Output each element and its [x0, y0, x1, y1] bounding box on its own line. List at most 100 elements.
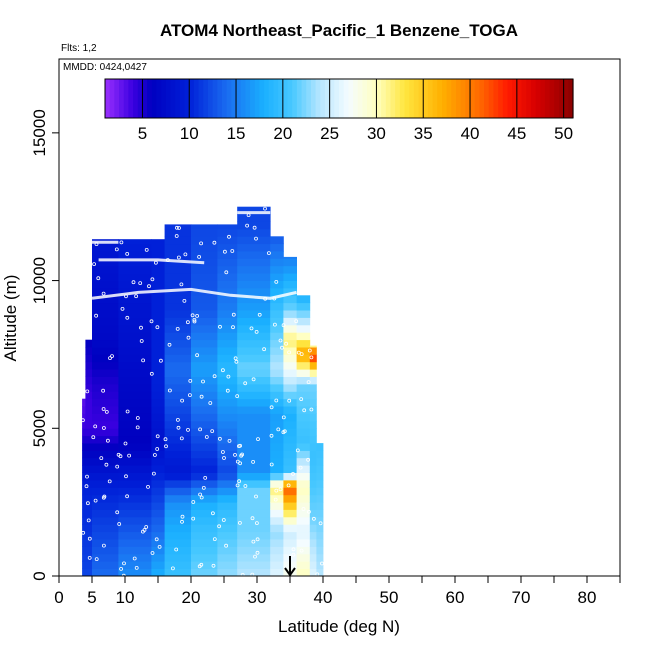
heatmap-cell	[283, 516, 297, 525]
colorbar-segment	[282, 79, 289, 118]
heatmap-cell	[164, 465, 192, 473]
sample-point	[221, 518, 226, 522]
sample-point	[186, 335, 191, 340]
colorbar-segment	[137, 79, 144, 118]
heatmap-cell	[85, 339, 93, 348]
heatmap-cell	[270, 428, 284, 437]
heatmap-cell	[316, 568, 324, 577]
sample-point	[118, 454, 123, 459]
heatmap-cell	[164, 391, 192, 400]
heatmap-cell	[283, 428, 297, 437]
sample-point	[222, 249, 227, 254]
heatmap-cell	[296, 317, 311, 326]
heatmap-cell	[92, 524, 119, 533]
heatmap-cell	[296, 509, 311, 518]
heatmap-cell	[118, 310, 152, 318]
colorbar-segment	[189, 79, 195, 118]
sample-point	[318, 521, 323, 526]
heatmap-cell	[270, 406, 284, 414]
heatmap-cell	[151, 369, 165, 377]
heatmap-cell	[85, 568, 93, 577]
heatmap-cell	[151, 450, 165, 459]
sample-point	[134, 294, 139, 299]
sample-point	[269, 462, 274, 467]
heatmap-cell	[151, 239, 165, 244]
heatmap-cell	[164, 302, 192, 311]
heatmap-cell	[270, 332, 284, 341]
sample-point	[269, 405, 274, 410]
heatmap-cell	[85, 494, 93, 503]
sample-point	[96, 276, 101, 281]
heatmap-cell	[92, 553, 119, 562]
heatmap-cell	[151, 480, 165, 488]
sample-point	[135, 416, 140, 420]
sample-point	[272, 322, 277, 327]
heatmap-cell	[283, 539, 297, 547]
heatmap-cell	[217, 354, 238, 363]
heatmap-cell	[85, 361, 93, 370]
sample-point	[253, 554, 257, 559]
sample-point	[155, 325, 160, 330]
heatmap-cell	[164, 539, 192, 547]
colorbar-segment	[493, 79, 499, 118]
heatmap-cell	[270, 443, 284, 451]
colorbar-segment	[554, 79, 560, 118]
heatmap-cell	[316, 465, 324, 473]
colorbar-segment	[292, 79, 298, 118]
heatmap-cell	[164, 435, 192, 444]
heatmap-cell	[151, 435, 165, 444]
heatmap-cell	[118, 398, 152, 407]
sample-point	[281, 323, 286, 328]
heatmap-cell	[164, 361, 192, 370]
heatmap-cell	[118, 435, 152, 444]
heatmap-cell	[309, 435, 317, 444]
heatmap-cell	[191, 391, 218, 400]
heatmap-cell	[85, 465, 93, 473]
heatmap-cell	[191, 324, 218, 333]
sample-point	[125, 409, 130, 414]
sample-point	[157, 545, 162, 549]
sample-point	[278, 487, 283, 492]
sample-point	[150, 277, 155, 282]
chart-title: ATOM4 Northeast_Pacific_1 Benzene_TOGA	[160, 21, 518, 40]
sample-point	[131, 280, 136, 285]
sample-point	[174, 547, 179, 552]
heatmap-cell	[92, 347, 119, 355]
sample-point	[163, 437, 168, 442]
sample-point	[154, 537, 159, 542]
sample-point	[153, 260, 158, 265]
x-axis: 0 5 10 20 30 40 50 60 70 80	[54, 576, 621, 607]
heatmap-cell	[296, 406, 311, 414]
heatmap-cell	[85, 398, 93, 407]
heatmap-cell	[151, 317, 165, 326]
heatmap-cell	[309, 561, 317, 569]
heatmap-cell	[217, 295, 238, 304]
heatmap-cell	[237, 450, 271, 459]
heatmap-cell	[237, 420, 271, 429]
heatmap-cell	[283, 302, 297, 311]
heatmap-cell	[85, 450, 93, 459]
heatmap-cell	[85, 406, 93, 414]
colorbar-segment	[367, 79, 373, 118]
sample-point	[230, 249, 235, 253]
heatmap-cell	[85, 457, 93, 466]
heatmap-cell	[118, 251, 152, 259]
sample-point	[233, 452, 237, 457]
heatmap-cell	[164, 561, 192, 569]
heatmap-cell	[92, 354, 119, 363]
colorbar-segment	[198, 79, 204, 118]
heatmap-cell	[191, 258, 218, 267]
y-axis: 0 5000 10000 15000	[30, 109, 59, 581]
heatmap-cell	[270, 457, 284, 466]
heatmap-cell	[296, 568, 311, 577]
sample-point	[299, 397, 304, 402]
sample-point	[201, 379, 205, 384]
heatmap-cell	[85, 502, 93, 510]
heatmap-cell	[217, 361, 238, 370]
heatmap-cell	[151, 273, 165, 281]
heatmap-cell	[164, 443, 192, 451]
sample-point	[155, 434, 160, 439]
colorbar-segment	[207, 79, 214, 118]
heatmap-cell	[270, 236, 284, 245]
sample-point	[302, 408, 307, 413]
